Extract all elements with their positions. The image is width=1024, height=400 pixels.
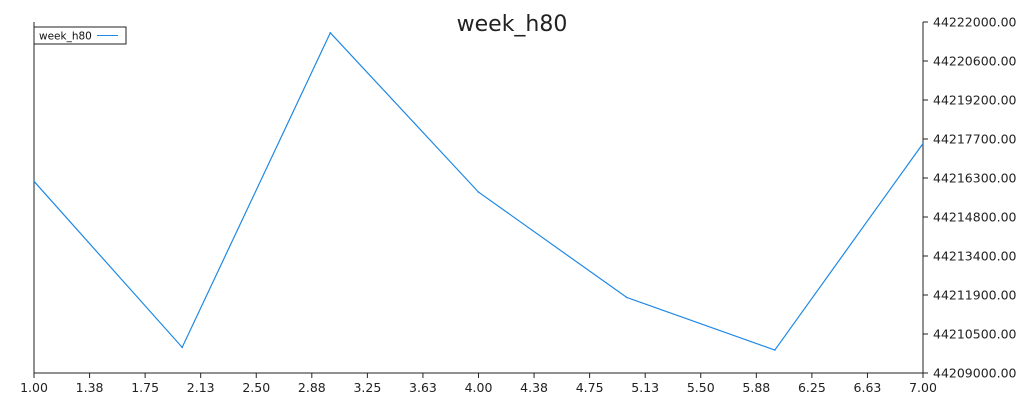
x-axis-ticks: 1.00 1.38 1.75 2.13 2.50 2.88 3.25 3.63 4.00 4.38… <box>20 373 937 395</box>
data-point <box>181 346 183 349</box>
x-tick-label: 6.63 <box>854 380 882 395</box>
x-tick-label: 3.63 <box>409 380 437 395</box>
y-tick-label: 44217700.00 <box>933 132 1017 147</box>
x-tick-label: 1.75 <box>131 380 159 395</box>
x-tick-label: 2.88 <box>298 380 326 395</box>
legend: week_h80 <box>33 26 127 45</box>
x-tick-label: 2.13 <box>187 380 215 395</box>
y-tick-label: 44209000.00 <box>933 366 1017 381</box>
chart-title: week_h80 <box>457 12 568 37</box>
x-tick-label: 4.38 <box>520 380 548 395</box>
x-tick-label: 1.38 <box>76 380 104 395</box>
y-tick-label: 44213400.00 <box>933 249 1017 264</box>
data-point <box>329 32 332 34</box>
x-tick-label: 5.88 <box>742 380 770 395</box>
y-tick-label: 44219200.00 <box>933 93 1017 108</box>
data-point <box>774 349 776 351</box>
x-tick-label: 2.50 <box>242 380 270 395</box>
y-tick-label: 44211900.00 <box>933 288 1017 303</box>
y-tick-label: 44214800.00 <box>933 210 1017 225</box>
x-tick-label: 4.75 <box>576 380 604 395</box>
data-point <box>625 296 628 299</box>
series-layer <box>33 31 924 351</box>
y-tick-label: 44210500.00 <box>933 327 1017 342</box>
y-tick-label: 44220600.00 <box>933 54 1017 69</box>
x-tick-label: 4.00 <box>465 380 493 395</box>
data-point <box>922 142 924 145</box>
x-tick-label: 1.00 <box>20 380 48 395</box>
data-point <box>33 180 35 183</box>
x-tick-label: 5.50 <box>687 380 715 395</box>
legend-label: week_h80 <box>39 31 92 43</box>
legend-box <box>33 26 127 45</box>
data-point <box>477 191 480 193</box>
y-tick-label: 44222000.00 <box>933 15 1017 30</box>
x-tick-label: 3.25 <box>353 380 381 395</box>
y-axis-ticks: 44222000.00 44220600.00 44219200.00 4421770… <box>923 15 1017 381</box>
x-tick-label: 5.13 <box>631 380 659 395</box>
x-tick-label: 6.25 <box>798 380 826 395</box>
y-tick-label: 44216300.00 <box>933 171 1017 186</box>
x-tick-label: 7.00 <box>909 380 937 395</box>
